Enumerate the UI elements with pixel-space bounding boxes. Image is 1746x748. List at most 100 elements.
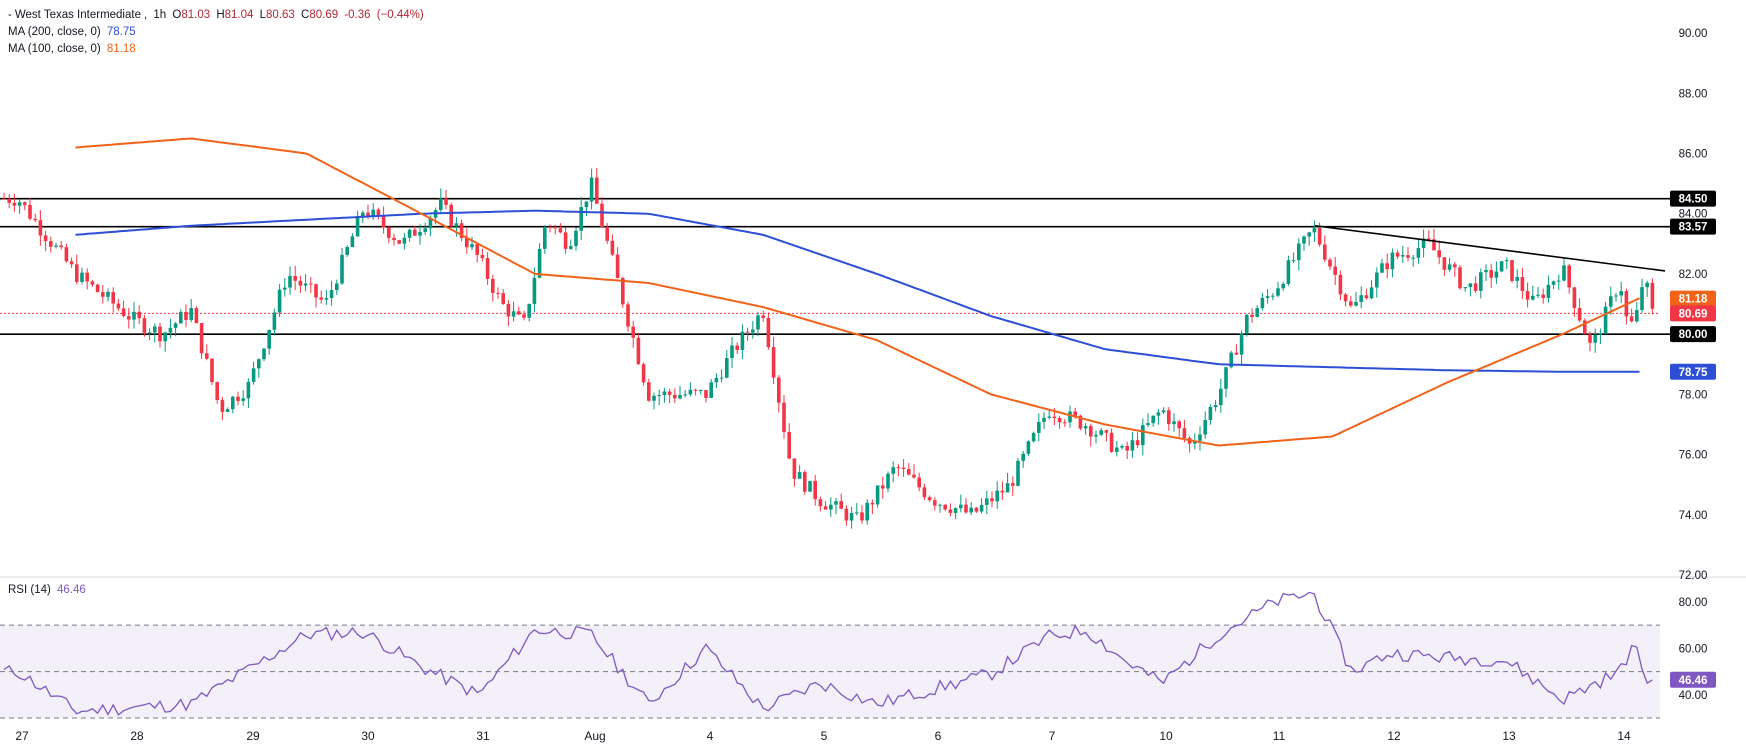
candle-body [1323,244,1327,260]
candle-body [1141,425,1145,446]
rsi-axis-tick-label: 60.00 [1679,643,1708,655]
candle-body [1021,453,1025,461]
candle-body [631,326,635,338]
candle-body [527,303,531,318]
candle-body [1042,417,1046,422]
candle-body [1531,295,1535,300]
candle-body [184,311,188,320]
candle-body [1510,260,1514,281]
candle-body [964,504,968,513]
y-axis-tick-label: 72.00 [1679,570,1708,582]
candle-body [407,229,412,238]
candle-body [912,474,916,478]
candle-body [361,212,365,217]
candle-body [1203,420,1207,435]
candle-body [465,237,469,248]
price-badge-label: 83.57 [1679,222,1708,234]
candle-body [225,409,230,412]
candle-body [1593,334,1597,343]
candle-body [1307,232,1311,237]
candle-body [220,400,225,412]
candle-body [2,198,6,200]
candle-body [116,303,121,309]
candle-body [901,467,906,470]
candle-body [283,287,287,290]
y-axis-tick-label: 90.00 [1679,28,1708,40]
candle-body [345,246,349,255]
candle-body [38,220,43,236]
candle-body [1333,266,1337,275]
candle-body [1406,255,1410,258]
candle-body [1411,257,1415,259]
candle-body [693,389,698,391]
candle-body [1536,294,1540,296]
candle-body [1395,252,1400,257]
candle-body [1515,277,1519,281]
candle-body [636,337,641,365]
candle-body [1567,265,1571,288]
candle-body [1037,421,1041,433]
ma100-legend: MA (100, close, 0) 81.18 [8,41,139,57]
candle-body [683,394,687,396]
rsi-line [3,591,1653,716]
candle-body [979,504,984,512]
legend-dash: - [8,9,12,21]
candle-body [725,358,729,378]
x-axis-tick-label: 31 [476,729,490,743]
candle-body [1473,283,1478,291]
candle-body [475,244,479,255]
interval-label: 1h [153,9,167,21]
candle-body [387,227,391,238]
price-badge [1670,326,1716,343]
candle-body [787,431,791,459]
candle-body [506,303,511,317]
candle-body [366,212,370,216]
candle-body [210,358,214,383]
candle-body [75,264,79,282]
candle-body [875,485,880,505]
candle-body [839,501,843,509]
candle-body [589,177,594,202]
candle-body [844,508,849,521]
candle-body [1213,405,1218,408]
candle-body [1052,416,1057,419]
candle-body [959,504,963,509]
candle-body [397,240,401,244]
candle-body [667,391,672,395]
y-axis-tick-label: 88.00 [1679,88,1708,100]
ma100-line [75,137,1640,447]
price-badge [1670,218,1716,235]
candle-body [1083,425,1088,429]
candle-body [615,254,620,279]
candle-body [756,315,760,330]
candle-body [168,327,173,333]
candle-body [132,311,136,320]
candle-body [1078,415,1083,429]
ma200-line [75,209,1640,373]
candle-body [1359,295,1363,302]
candle-body [1281,283,1285,289]
candle-body [449,204,453,227]
candle-body [246,381,251,399]
candle-body [1577,308,1582,321]
low-value: 80.63 [266,9,295,21]
candle-body [69,261,74,265]
candle-body [179,311,183,324]
candle-body [1151,415,1155,424]
candle-body [766,317,771,348]
candle-body [626,304,630,327]
candle-body [517,311,521,315]
candle-body [1172,421,1176,425]
candle-body [1328,259,1332,267]
ma100-label: MA (100, close, 0) [8,43,101,55]
candle-body [1442,257,1447,270]
candle-body [1234,352,1239,355]
candle-body [745,331,750,333]
candle-body [1120,446,1124,448]
candle-body [111,291,115,304]
candle-body [350,236,355,247]
candle-body [1177,421,1181,429]
candle-body [709,382,713,398]
price-badge-label: 78.75 [1679,367,1708,379]
